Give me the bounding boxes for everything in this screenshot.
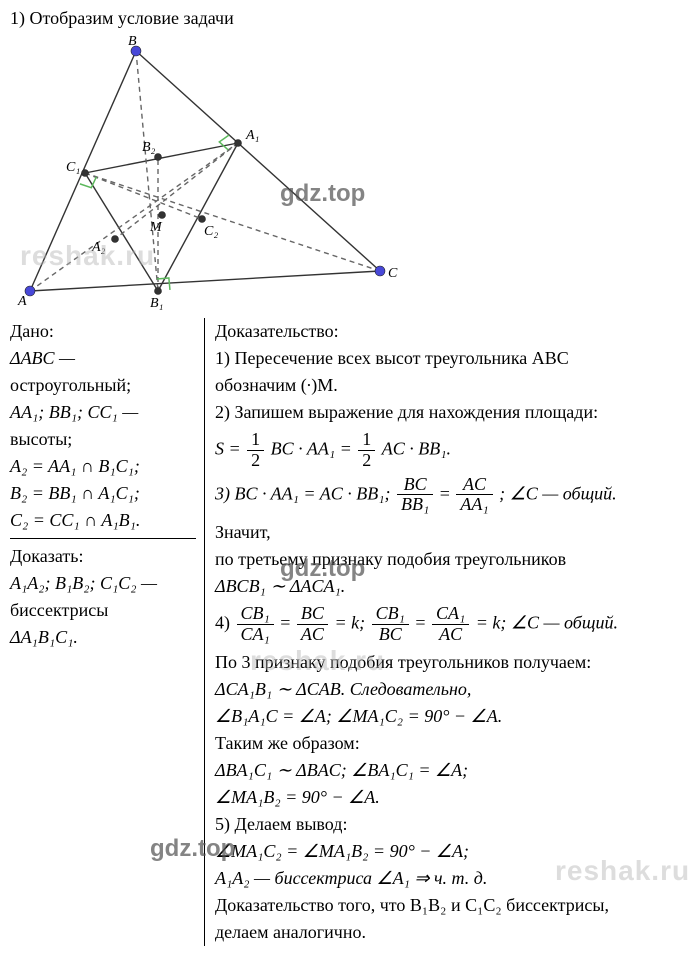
proof-line: ΔBCB₁ ∼ ΔACA₁. — [215, 576, 345, 596]
svg-text:B: B — [128, 34, 137, 49]
svg-text:B₁: B₁ — [150, 296, 163, 311]
fraction: CB₁ BC — [372, 604, 409, 645]
given-title: Дано: — [10, 318, 196, 345]
svg-text:C₂: C₂ — [204, 224, 218, 239]
proof-equation: S = 1 2 BC · AA₁ = 1 2 AC · BB₁. — [215, 430, 690, 471]
fraction: BC BB₁ — [397, 475, 433, 516]
proof-title: Доказательство: — [215, 318, 690, 345]
proof-line: ∠B₁A₁C = ∠A; ∠MA₁C₂ = 90° − ∠A. — [215, 706, 502, 726]
svg-text:C₁: C₁ — [66, 160, 80, 175]
fraction: CA₁ AC — [432, 604, 469, 645]
fraction: BC AC — [297, 604, 328, 645]
given-line: C₂ = CC₁ ∩ A₁B₁. — [10, 510, 140, 530]
given-line: B₂ = BB₁ ∩ A₁C₁; — [10, 483, 140, 503]
proof-line: A₁A₂ — биссектриса ∠A₁ ⇒ ч. т. д. — [215, 868, 487, 888]
geometry-diagram: A B C A₁ B₁ C₁ A₂ B₂ C₂ M — [10, 33, 430, 313]
svg-text:B₂: B₂ — [142, 140, 156, 155]
given-line: AA₁; BB₁; CC₁ — — [10, 402, 138, 422]
fraction: AC AA₁ — [456, 475, 492, 516]
given-line: A₂ = AA₁ ∩ B₁C₁; — [10, 456, 140, 476]
proof-line: ∠MA₁B₂ = 90° − ∠A. — [215, 787, 380, 807]
svg-text:C: C — [388, 266, 398, 281]
left-column: Дано: ΔABC — остроугольный; AA₁; BB₁; CC… — [10, 318, 205, 946]
proof-line: Доказательство того, что B₁B₂ и C₁C₂ бис… — [215, 892, 690, 919]
section-divider — [10, 538, 196, 539]
prove-line: ΔA₁B₁C₁. — [10, 627, 78, 647]
problem-header: 1) Отобразим условие задачи — [0, 0, 700, 33]
proof-line: по третьему признаку подобия треугольник… — [215, 546, 690, 573]
prove-line: биссектрисы — [10, 597, 196, 624]
proof-line: ∠MA₁C₂ = ∠MA₁B₂ = 90° − ∠A; — [215, 841, 469, 861]
fraction: 1 2 — [247, 430, 264, 471]
proof-line: 1) Пересечение всех высот треугольника A… — [215, 345, 690, 372]
proof-equation: 4) CB₁ CA₁ = BC AC = k; CB₁ BC = CA₁ AC … — [215, 604, 690, 645]
proof-line: Значит, — [215, 519, 690, 546]
header-text: 1) Отобразим условие задачи — [10, 8, 234, 28]
proof-line: По 3 признаку подобия треугольников полу… — [215, 649, 690, 676]
proof-equation: 3) BC · AA₁ = AC · BB₁; BC BB₁ = AC AA₁ … — [215, 475, 690, 516]
proof-line: обозначим (∙)M. — [215, 372, 690, 399]
given-line: высоты; — [10, 426, 196, 453]
fraction: 1 2 — [358, 430, 375, 471]
proof-line: делаем аналогично. — [215, 919, 690, 946]
proof-line: 5) Делаем вывод: — [215, 811, 690, 838]
right-column: Доказательство: 1) Пересечение всех высо… — [205, 318, 690, 946]
fraction: CB₁ CA₁ — [237, 604, 274, 645]
svg-text:A₂: A₂ — [91, 240, 106, 255]
proof-line: 2) Запишем выражение для нахождения площ… — [215, 399, 690, 426]
svg-text:A: A — [17, 294, 27, 309]
proof-line: ΔCA₁B₁ ∼ ΔCAB. Следовательно, — [215, 679, 471, 699]
diagram-svg: A B C A₁ B₁ C₁ A₂ B₂ C₂ M — [10, 33, 430, 313]
given-line: остроугольный; — [10, 372, 196, 399]
svg-text:A₁: A₁ — [245, 128, 259, 143]
prove-title: Доказать: — [10, 543, 196, 570]
svg-text:M: M — [149, 220, 163, 235]
given-line: ΔABC — — [10, 348, 75, 368]
proof-line: Таким же образом: — [215, 730, 690, 757]
prove-line: A₁A₂; B₁B₂; C₁C₂ — — [10, 573, 157, 593]
proof-line: ΔBA₁C₁ ∼ ΔBAC; ∠BA₁C₁ = ∠A; — [215, 760, 468, 780]
content-grid: Дано: ΔABC — остроугольный; AA₁; BB₁; CC… — [0, 313, 700, 956]
